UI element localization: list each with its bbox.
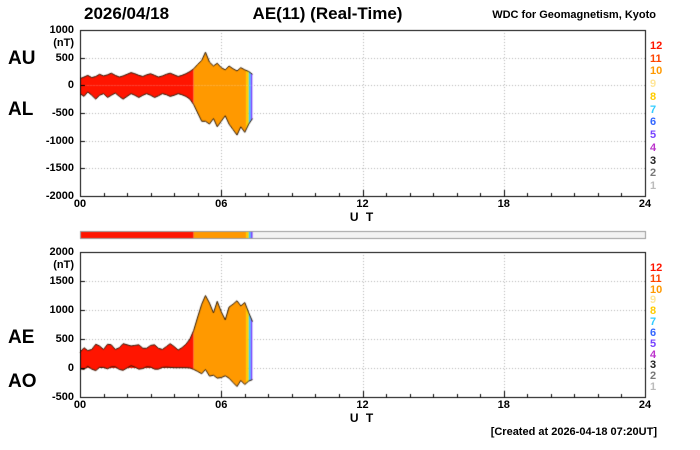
station-count-legend-item: 2	[650, 167, 657, 180]
station-count-legend-item: 8	[650, 90, 657, 103]
station-count-legend-item: 7	[650, 316, 657, 329]
au-series-label: AU	[8, 48, 36, 69]
station-count-legend-item: 7	[650, 103, 657, 116]
x-tick-label: 18	[497, 399, 510, 411]
x-axis-label: U T	[349, 210, 376, 224]
y-tick-label: 2000	[49, 246, 74, 258]
y-tick-label: 500	[55, 51, 74, 64]
y-tick-label: -1000	[45, 134, 74, 147]
station-count-legend-item: 4	[650, 141, 657, 154]
ao-series-label: AO	[8, 371, 37, 392]
x-axis-label: U T	[349, 411, 376, 425]
station-count-legend-item: 9	[650, 78, 657, 91]
created-timestamp: [Created at 2026-04-18 07:20UT]	[490, 426, 657, 438]
y-tick-label: 500	[55, 333, 74, 345]
station-count-legend-item: 3	[650, 154, 657, 167]
y-tick-label: 1000	[49, 304, 74, 316]
station-count-legend-item: 6	[650, 326, 657, 339]
source-label: WDC for Geomagnetism, Kyoto	[492, 9, 656, 21]
y-tick-label: -500	[51, 107, 74, 119]
station-count-legend-item: 4	[650, 348, 657, 361]
x-tick-label: 00	[73, 198, 87, 210]
station-count-legend-item: 5	[650, 129, 657, 142]
x-tick-label: 24	[638, 399, 652, 411]
y-tick-label: 0	[67, 362, 74, 374]
station-count-legend-item: 10	[650, 283, 663, 296]
station-count-legend-item: 12	[650, 40, 663, 52]
y-tick-label: -2000	[45, 190, 74, 202]
page-title: AE(11) (Real-Time)	[252, 4, 403, 23]
station-count-legend-item: 6	[650, 116, 657, 129]
station-count-legend-item: 11	[650, 52, 662, 65]
station-count-legend-item: 8	[650, 305, 657, 318]
x-tick-label: 00	[73, 399, 87, 411]
y-axis-unit-label: (nT)	[53, 37, 74, 49]
y-tick-label: 1500	[49, 275, 74, 287]
station-count-legend-item: 1	[650, 180, 657, 192]
y-tick-label: 1000	[49, 24, 74, 36]
y-tick-label: -1500	[45, 162, 74, 175]
y-tick-label: 0	[67, 79, 74, 92]
x-tick-label: 06	[215, 198, 228, 210]
y-axis-unit-label: (nT)	[53, 259, 74, 271]
x-tick-label: 06	[215, 399, 228, 411]
station-count-legend-item: 11	[650, 272, 662, 285]
y-tick-label: -500	[51, 391, 74, 403]
al-series-label: AL	[8, 99, 34, 120]
x-tick-label: 12	[356, 198, 369, 210]
station-count-legend-item: 9	[650, 294, 657, 307]
x-tick-label: 12	[356, 399, 369, 411]
x-tick-label: 18	[497, 198, 510, 210]
station-count-legend-item: 10	[650, 65, 663, 78]
station-count-legend-item: 3	[650, 359, 657, 372]
x-tick-label: 24	[638, 198, 652, 210]
date-label: 2026/04/18	[84, 4, 170, 23]
station-count-legend-item: 5	[650, 337, 657, 350]
station-count-legend-item: 2	[650, 370, 657, 383]
ae-series-label: AE	[8, 327, 35, 348]
station-count-legend-item: 1	[650, 381, 657, 393]
station-count-legend-item: 12	[650, 262, 663, 274]
